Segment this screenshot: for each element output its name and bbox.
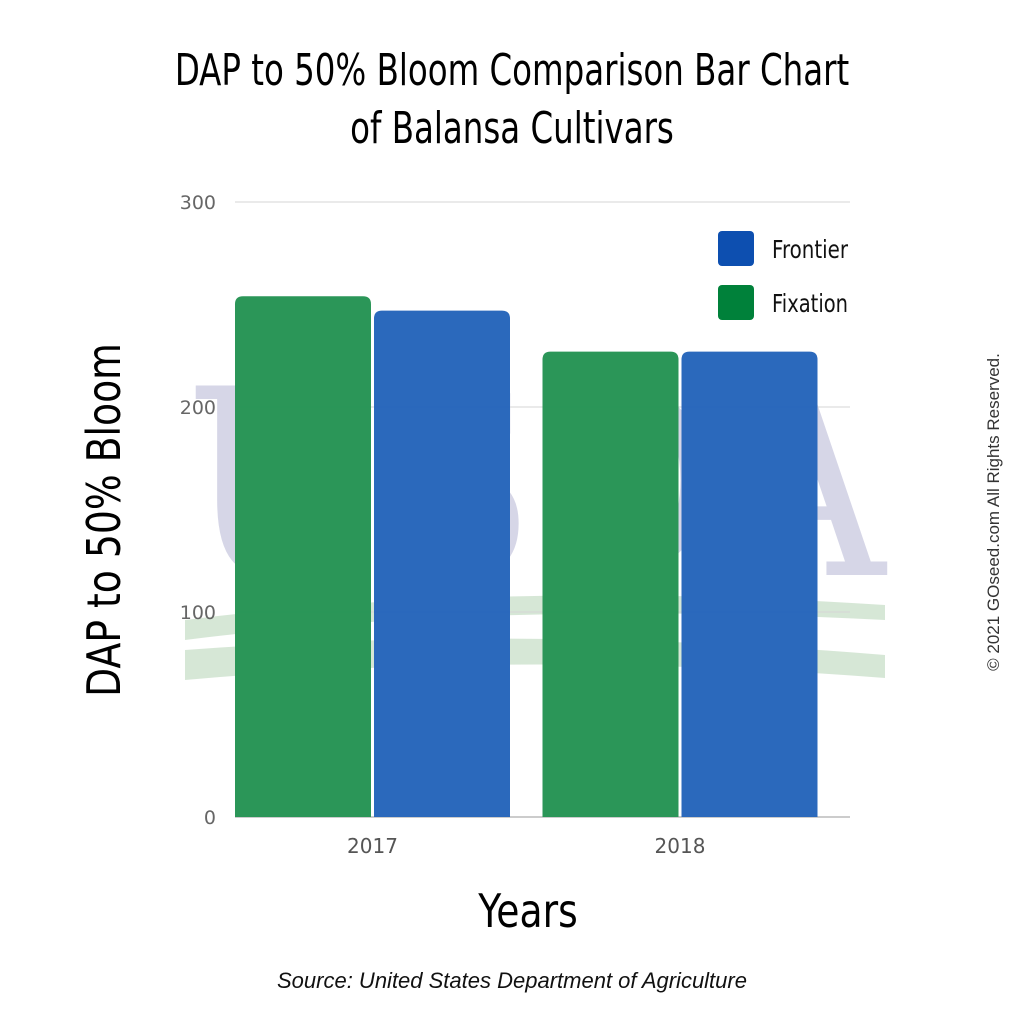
bar-fixation-2018 (542, 351, 679, 817)
y-axis-label: DAP to 50% Bloom (77, 343, 131, 697)
legend-label-fixation: Fixation (772, 289, 848, 318)
legend-swatch-fixation (718, 285, 754, 320)
copyright-note: © 2021 GOseed.com All Rights Reserved. (984, 353, 1003, 671)
y-tick-label: 300 (180, 192, 216, 214)
y-tick-label: 100 (180, 602, 216, 624)
legend-swatch-frontier (718, 231, 754, 266)
y-tick-label: 0 (204, 807, 216, 829)
y-tick-label: 200 (180, 397, 216, 419)
source-note: Source: United States Department of Agri… (277, 968, 747, 993)
x-axis-label: Years (478, 884, 578, 938)
x-tick-label: 2017 (347, 834, 398, 858)
bar-fixation-2017 (235, 296, 371, 817)
legend-label-frontier: Frontier (772, 235, 849, 264)
title-line-2: of Balansa Cultivars (350, 103, 674, 154)
bar-frontier-2018 (681, 351, 818, 817)
bar-frontier-2017 (374, 310, 510, 817)
x-tick-label: 2018 (655, 834, 706, 858)
title-line-1: DAP to 50% Bloom Comparison Bar Chart (174, 45, 850, 96)
chart-title: DAP to 50% Bloom Comparison Bar Chart of… (92, 42, 932, 158)
